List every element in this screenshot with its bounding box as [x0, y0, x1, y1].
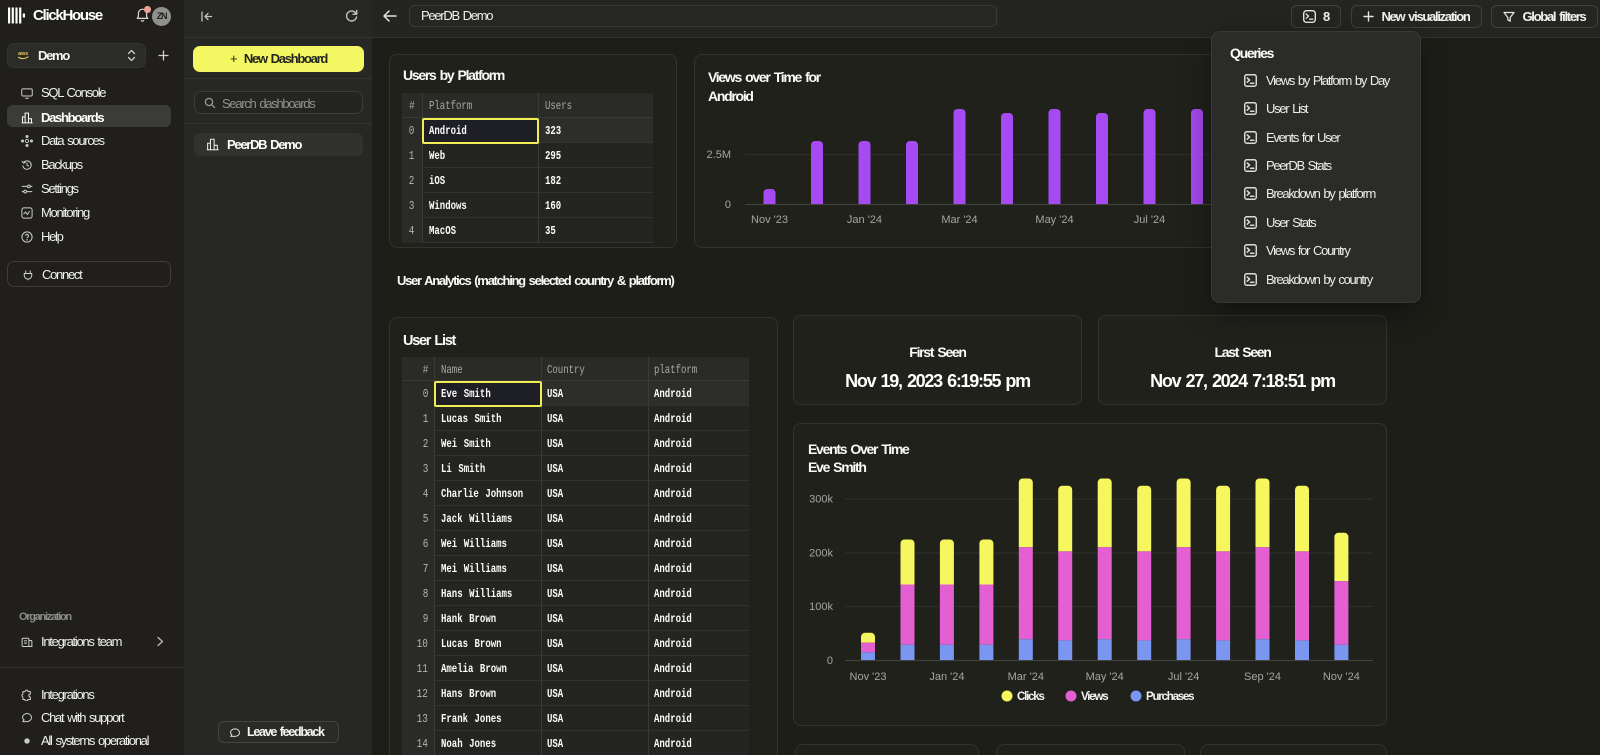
- svg-text:May '24: May '24: [1086, 671, 1124, 683]
- svg-text:0: 0: [725, 199, 731, 211]
- svg-text:Jan '24: Jan '24: [847, 214, 882, 226]
- svg-text:200k: 200k: [809, 548, 833, 560]
- svg-text:May '24: May '24: [1035, 214, 1073, 226]
- svg-text:Nov '23: Nov '23: [850, 671, 887, 683]
- svg-text:Purchases: Purchases: [1146, 691, 1194, 703]
- svg-text:Sep '24: Sep '24: [1244, 671, 1281, 683]
- svg-text:Mar '24: Mar '24: [1008, 671, 1044, 683]
- svg-text:Jul '24: Jul '24: [1134, 214, 1165, 226]
- svg-text:300k: 300k: [809, 494, 833, 506]
- svg-text:Jul '24: Jul '24: [1168, 671, 1199, 683]
- svg-text:Mar '24: Mar '24: [941, 214, 977, 226]
- svg-text:Jan '24: Jan '24: [929, 671, 964, 683]
- svg-text:100k: 100k: [809, 601, 833, 613]
- svg-text:2.5M: 2.5M: [707, 149, 731, 161]
- svg-text:Views: Views: [1081, 691, 1108, 703]
- svg-text:aws: aws: [18, 51, 28, 57]
- svg-text:Nov '23: Nov '23: [751, 214, 788, 226]
- svg-text:0: 0: [827, 655, 833, 667]
- svg-text:Clicks: Clicks: [1017, 691, 1044, 703]
- svg-text:Nov '24: Nov '24: [1323, 671, 1360, 683]
